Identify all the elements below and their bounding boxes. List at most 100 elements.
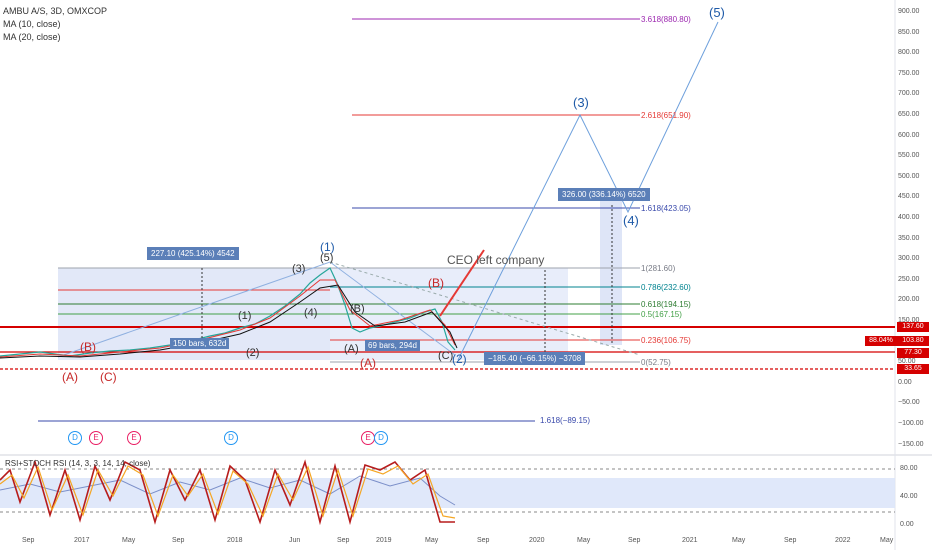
time-axis[interactable]: Sep 2017 May Sep 2018 Jun Sep 2019 May Sep 2020 May…: [0, 535, 895, 550]
wave-label-w2: (2): [452, 352, 467, 366]
wave-label-A2: (A): [344, 343, 359, 355]
fib-level-label: 0.618(194.15): [641, 300, 691, 309]
rsi-axis[interactable]: 80.00 40.00 0.00: [898, 455, 932, 535]
price-tick: 900.00: [898, 8, 920, 15]
price-tick: −50.00: [898, 399, 920, 407]
price-tick: 600.00: [898, 131, 920, 139]
price-tick: 200.00: [898, 296, 920, 304]
fib-level-label: 0.5(167.15): [641, 310, 682, 319]
wave-label-sub5: (5): [320, 252, 334, 264]
fib-level-label: 2.618(651.90): [641, 111, 691, 120]
stoch-k-line: [0, 459, 455, 526]
tag-support: 33.65: [897, 364, 929, 374]
wave-label-w3: (3): [573, 95, 589, 110]
time-tick: May: [577, 537, 591, 544]
bars-label-1[interactable]: 150 bars, 632d: [170, 338, 230, 349]
time-tick: 2017: [74, 537, 90, 544]
wave-label-A3: (A): [360, 356, 376, 370]
price-tick: 800.00: [898, 49, 920, 57]
time-tick: 2021: [682, 537, 698, 544]
price-tick: 250.00: [898, 275, 920, 283]
price-tick: 850.00: [898, 28, 920, 36]
bars-label-2[interactable]: 69 bars, 294d: [365, 340, 420, 351]
wave-label-C2: (C): [438, 350, 454, 362]
time-tick: Sep: [22, 537, 35, 544]
price-tick: 400.00: [898, 214, 920, 221]
time-tick: Jun: [289, 537, 301, 544]
time-tick: Sep: [784, 537, 797, 544]
fib-left-label: 1.618(−89.15): [540, 416, 591, 425]
symbol-title[interactable]: AMBU A/S, 3D, OMXCOP: [3, 6, 108, 16]
wave-label-sub3: (3): [292, 263, 306, 275]
tag-pct: 88.04%: [865, 336, 897, 346]
tag-mid: 77.30: [897, 348, 929, 358]
event-marker-E: E: [361, 431, 375, 445]
fib-level-label: 0.236(106.75): [641, 336, 691, 345]
price-tick: −100.00: [898, 420, 924, 427]
drop-label[interactable]: −185.40 (−66.15%) −3708: [484, 352, 586, 365]
wave-label-w5: (5): [709, 5, 725, 20]
price-tick: 500.00: [898, 172, 920, 180]
price-tick: 450.00: [898, 193, 920, 201]
indicator-title[interactable]: RSI+STOCH RSI (14, 3, 3, 14, 14, close): [5, 459, 151, 468]
price-tick: 750.00: [898, 69, 920, 77]
time-tick: May: [122, 537, 136, 544]
time-tick: 2018: [227, 537, 243, 544]
rsi-line: [0, 475, 456, 506]
ma20-line: [0, 284, 458, 359]
time-tick: Sep: [337, 537, 350, 544]
event-marker-D: D: [374, 431, 388, 445]
fib-level-label: 1(281.60): [641, 264, 676, 273]
wave-label-sub1: (1): [238, 310, 252, 322]
price-tick: 550.00: [898, 152, 920, 160]
event-marker-E: E: [127, 431, 141, 445]
time-tick: 2022: [835, 537, 851, 544]
ma20-legend[interactable]: MA (20, close): [3, 32, 61, 42]
rsi-tick: 0.00: [900, 521, 914, 528]
price-tick: 350.00: [898, 234, 920, 242]
wave-label-B3: (B): [428, 276, 444, 290]
range-label-1[interactable]: 227.10 (425.14%) 4542: [147, 247, 239, 260]
wave-label-w4: (4): [623, 213, 639, 228]
rsi-tick: 80.00: [900, 465, 918, 472]
price-tick: −150.00: [898, 440, 924, 448]
price-tick: 300.00: [898, 255, 920, 263]
price-tick: 700.00: [898, 90, 920, 98]
event-marker-D: D: [68, 431, 82, 445]
fib-level-label: 0.786(232.60): [641, 283, 691, 292]
gain-label[interactable]: 326.00 (336.14%) 6520: [558, 188, 650, 201]
wave-label-B2: (B): [350, 303, 365, 315]
ceo-note[interactable]: CEO left company: [447, 253, 545, 267]
price-line: [0, 267, 456, 357]
time-tick: Sep: [477, 537, 490, 544]
rsi-band: [0, 478, 895, 508]
wave-label-B1: (B): [80, 340, 96, 354]
price-tick: 50.00: [898, 358, 916, 366]
wave-label-C1: (C): [100, 370, 117, 384]
ma10-legend[interactable]: MA (10, close): [3, 19, 61, 29]
wave-label-sub2: (2): [246, 347, 260, 359]
wave-label-w1: (1): [320, 240, 335, 254]
tag-last: 103.80: [897, 336, 929, 346]
range-box-3: [600, 200, 622, 345]
time-tick: Sep: [172, 537, 185, 544]
price-axis[interactable]: 900.00 850.00 800.00 750.00 700.00 650.00 600.…: [898, 0, 932, 455]
rsi-tick: 40.00: [900, 493, 918, 500]
stoch-d-line: [0, 465, 456, 519]
time-tick: May: [425, 537, 439, 544]
tag-resistance: 137.60: [897, 322, 929, 332]
time-tick: Sep: [628, 537, 641, 544]
wave-label-A1: (A): [62, 370, 78, 384]
fib-level-label: 0(52.75): [641, 358, 671, 367]
fib-level-label: 1.618(423.05): [641, 204, 691, 213]
time-tick: 2019: [376, 537, 392, 544]
price-tick: 0.00: [898, 378, 912, 386]
price-tick: 150.00: [898, 317, 920, 324]
event-marker-E: E: [89, 431, 103, 445]
price-tick: 650.00: [898, 111, 920, 118]
wave-projection: [457, 21, 719, 361]
fib-level-label: 3.618(880.80): [641, 15, 691, 24]
time-tick: May: [880, 537, 894, 544]
time-tick: May: [732, 537, 746, 544]
wave-label-sub4: (4): [304, 307, 318, 319]
